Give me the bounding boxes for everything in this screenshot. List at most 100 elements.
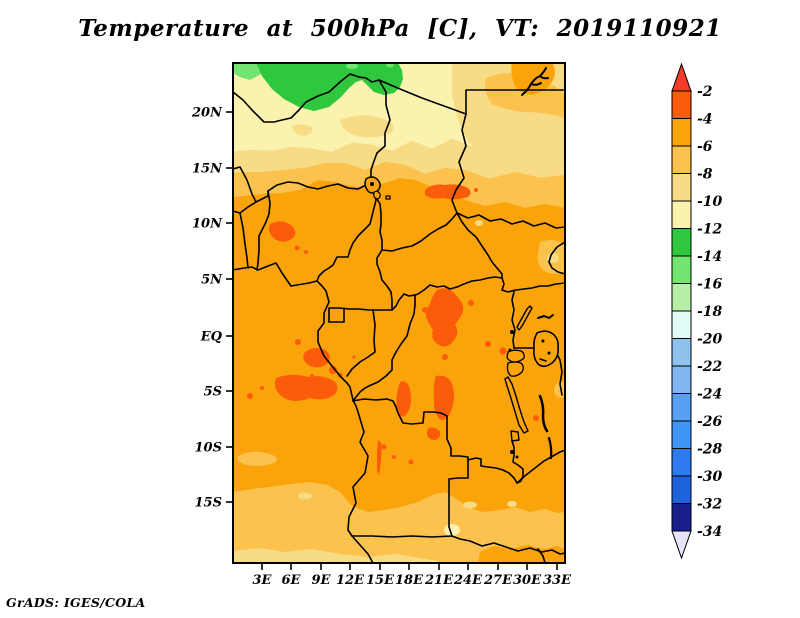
hotspot-car-dot-a xyxy=(422,307,428,313)
border-rwanda xyxy=(506,349,525,363)
border-car-drc-ubangi xyxy=(414,276,503,296)
border-car-ssudan xyxy=(456,212,503,279)
border-ssudan-uganda-drc xyxy=(501,277,565,293)
tibesti-squiggle xyxy=(521,67,549,96)
lake-victoria-island-c xyxy=(539,358,547,362)
hotspot-streak-b xyxy=(433,375,454,420)
hotspot-dot-h xyxy=(533,415,539,421)
lon-label-18E: 18E xyxy=(395,573,424,588)
hotspot-chad xyxy=(425,184,471,200)
map-field-layers xyxy=(233,63,565,563)
field-zambia-tan-a xyxy=(463,501,477,509)
field-se-orange-return xyxy=(478,545,565,563)
colorbar-arrow-up xyxy=(671,62,692,92)
field-light-green-dot-a xyxy=(346,63,358,69)
lake-rukwa xyxy=(538,394,549,433)
border-angola-namibia-zambezi xyxy=(351,535,565,555)
hotspot-gabon-dot-b xyxy=(295,339,301,345)
lake-bangweulu-b xyxy=(515,455,519,459)
hotspot-gabon-dot-a xyxy=(329,366,337,374)
colorbar-label--20: -20 xyxy=(697,332,723,348)
colorbar-segment-7 xyxy=(671,255,692,284)
colorbar-label--4: -4 xyxy=(697,112,713,128)
border-uganda-west xyxy=(511,291,516,349)
lake-albert xyxy=(516,305,533,331)
colorbar-segment-2 xyxy=(671,118,692,147)
lat-label-20N: 20N xyxy=(191,106,223,121)
border-eq-guinea xyxy=(328,307,345,323)
border-togo-benin xyxy=(239,212,249,269)
border-chad-car xyxy=(381,212,458,252)
hotspot-dot-g xyxy=(408,459,414,465)
colorbar-label--24: -24 xyxy=(697,387,722,403)
field-light-orange-band xyxy=(233,162,565,208)
border-drc-zambia-pedicle xyxy=(467,440,524,484)
field-green-main xyxy=(256,63,403,111)
colorbar-label--34: -34 xyxy=(697,524,722,540)
lon-label-33E: 33E xyxy=(543,573,572,588)
border-algeria-mali-niger-north xyxy=(233,73,391,179)
field-tan-dot-sudan xyxy=(475,220,483,226)
lake-bangweulu-a xyxy=(510,450,514,454)
field-south-tan-strip xyxy=(233,548,440,563)
colorbar-label--12: -12 xyxy=(697,222,723,238)
border-chad-sudan xyxy=(451,113,467,214)
lat-label-10N: 10N xyxy=(192,217,223,232)
colorbar-label--18: -18 xyxy=(697,304,723,320)
lon-label-15E: 15E xyxy=(366,573,395,588)
lat-label-15N: 15N xyxy=(192,162,223,177)
lake-chad-inner xyxy=(370,182,374,186)
field-light-green-corner xyxy=(233,63,261,80)
colorbar-segment-16 xyxy=(671,503,692,532)
border-burkina-togo-benin xyxy=(233,201,257,214)
hotspot-car-drc xyxy=(425,288,464,347)
colorbar-label--26: -26 xyxy=(697,414,723,430)
lon-label-30E: 30E xyxy=(513,573,542,588)
lake-chad-south-lobe xyxy=(373,190,381,200)
lon-label-21E: 21E xyxy=(424,573,454,588)
border-benin-nigeria xyxy=(256,190,271,271)
colorbar-segment-14 xyxy=(671,448,692,477)
field-tan-band xyxy=(233,139,565,179)
plot-title: Temperature at 500hPa [C], VT: 201911092… xyxy=(78,15,722,42)
colorbar-segment-15 xyxy=(671,475,692,504)
lon-label-12E: 12E xyxy=(336,573,365,588)
hotspot-angola-sliver xyxy=(377,440,382,476)
border-ssudan-kenya xyxy=(548,241,565,275)
hotspot-benin xyxy=(268,221,296,242)
lake-mweru xyxy=(510,430,520,442)
hotspot-benin-dot-a xyxy=(294,245,300,251)
colorbar-segment-12 xyxy=(671,393,692,422)
hotspot-benin-dot-b xyxy=(304,250,308,254)
lake-malawi-hint xyxy=(547,436,553,460)
map-frame xyxy=(232,62,566,564)
colorbar-segment-8 xyxy=(671,283,692,312)
border-zimbabwe-branch xyxy=(537,548,546,563)
border-congo-drc-river xyxy=(352,294,416,402)
border-angola-zambia xyxy=(448,459,469,537)
lake-kivu-dot xyxy=(508,348,512,352)
lake-victoria-island-a xyxy=(541,339,545,343)
lake-edward-dot xyxy=(510,330,514,334)
field-tan-patch-a xyxy=(340,115,394,138)
field-tan-patch-b xyxy=(292,124,313,136)
colorbar-segment-10 xyxy=(671,338,692,367)
border-zambia-tanzania xyxy=(516,449,565,484)
colorbar-legend: -2 -4 -6 -8 -10 -12 -14 -16 -18 -20 -22 -24 -26 -28 -3… xyxy=(671,62,723,560)
lake-kyoga xyxy=(537,314,554,319)
colorbar-segment-5 xyxy=(671,200,692,229)
border-libya-chad-egypt xyxy=(378,79,565,115)
colorbar-segment-1 xyxy=(671,90,692,119)
border-gabon-congo xyxy=(346,309,376,377)
lake-fitri xyxy=(385,195,391,200)
colorbar-segment-3 xyxy=(671,145,692,174)
border-drc-angola xyxy=(352,398,469,461)
lat-label-15S: 15S xyxy=(195,496,222,511)
border-coastline-west-africa-angola xyxy=(233,262,374,563)
colorbar-label--30: -30 xyxy=(697,469,723,485)
border-niger-nigeria xyxy=(267,181,368,192)
border-car-congo xyxy=(391,293,416,311)
colorbar-label--14: -14 xyxy=(697,249,722,265)
